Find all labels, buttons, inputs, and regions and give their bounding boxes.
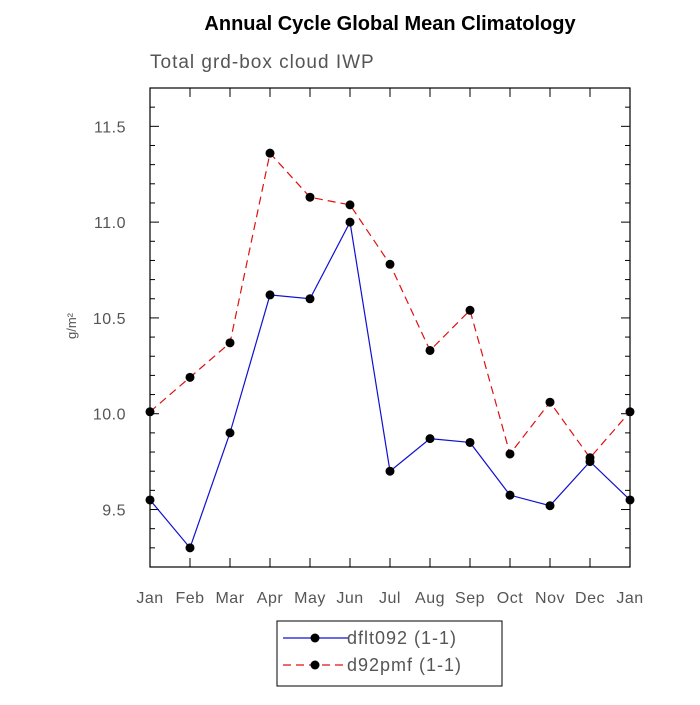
legend-label-d92pmf: d92pmf (1-1)	[347, 655, 462, 675]
chart-subtitle: Total grd-box cloud IWP	[150, 52, 375, 73]
data-point-dflt092	[625, 495, 635, 505]
y-tick-label: 10.0	[93, 407, 126, 424]
data-point-d92pmf	[425, 345, 435, 355]
legend: dflt092 (1-1) d92pmf (1-1)	[276, 620, 503, 687]
data-point-d92pmf	[585, 453, 595, 463]
x-tick-label: Nov	[535, 590, 565, 607]
data-point-d92pmf	[145, 407, 155, 417]
data-point-dflt092	[545, 501, 555, 511]
x-tick-label: Jun	[336, 590, 363, 607]
legend-box	[276, 620, 503, 687]
x-tick-label: Sep	[455, 590, 485, 607]
y-tick-label: 11.0	[94, 215, 126, 232]
legend-marker-d92pmf	[310, 660, 320, 670]
legend-marker-dflt092	[310, 633, 320, 643]
chart-title: Annual Cycle Global Mean Climatology	[204, 13, 576, 35]
legend-label-dflt092: dflt092 (1-1)	[347, 628, 457, 648]
data-point-dflt092	[265, 290, 275, 300]
y-tick-label: 11.5	[94, 119, 126, 136]
data-point-d92pmf	[345, 200, 355, 210]
data-point-dflt092	[145, 495, 155, 505]
data-point-dflt092	[345, 217, 355, 227]
data-point-d92pmf	[225, 338, 235, 348]
x-tick-label: Jan	[136, 590, 163, 607]
data-point-d92pmf	[625, 407, 635, 417]
data-point-dflt092	[505, 490, 515, 500]
data-point-d92pmf	[185, 372, 195, 382]
series-line-d92pmf	[149, 151, 631, 459]
data-point-d92pmf	[505, 449, 515, 459]
data-point-dflt092	[185, 543, 195, 553]
plot-frame	[149, 87, 631, 568]
series-group	[145, 148, 635, 553]
x-tick-label: Dec	[575, 590, 605, 607]
data-point-dflt092	[305, 294, 315, 304]
x-tick-label: Oct	[497, 590, 523, 607]
data-point-dflt092	[465, 437, 475, 447]
y-axis-label: g/m²	[64, 312, 79, 339]
axis-ticks: Jan Feb Mar Apr May Jun Jul Aug Sep Oct Nov Dec Jan 9…	[93, 87, 643, 607]
data-point-d92pmf	[385, 259, 395, 269]
x-tick-label: Jul	[379, 590, 401, 607]
y-tick-label: 10.5	[93, 311, 126, 328]
data-point-d92pmf	[465, 305, 475, 315]
x-tick-label: Mar	[215, 590, 244, 607]
x-tick-label: Jan	[616, 590, 643, 607]
data-point-dflt092	[385, 466, 395, 476]
x-tick-label: Aug	[415, 590, 445, 607]
data-point-d92pmf	[265, 148, 275, 158]
series-line-dflt092	[149, 220, 631, 550]
y-tick-label: 9.5	[102, 503, 126, 520]
x-tick-label: Feb	[175, 590, 204, 607]
x-tick-label: Apr	[257, 590, 284, 607]
data-point-dflt092	[225, 428, 235, 438]
data-point-d92pmf	[545, 397, 555, 407]
x-tick-label: May	[294, 590, 326, 607]
data-point-dflt092	[425, 434, 435, 444]
data-point-d92pmf	[305, 192, 315, 202]
